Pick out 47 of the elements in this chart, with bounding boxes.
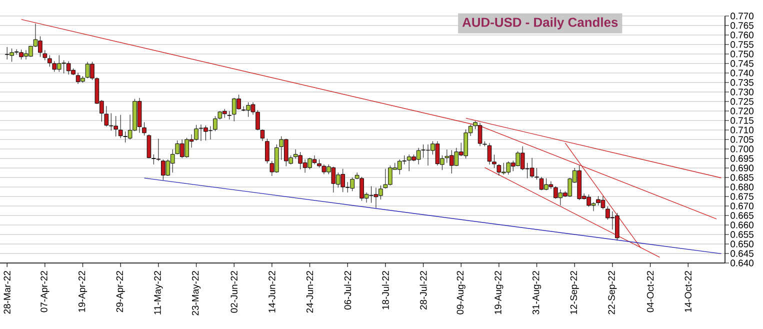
x-tick-label: 14-Oct-22 xyxy=(684,270,692,312)
y-tick-label: 0.765 xyxy=(730,22,754,29)
x-tick-label: 06-Jul-22 xyxy=(344,270,352,310)
x-tick-label: 07-Apr-22 xyxy=(40,270,50,312)
x-tick-label: 12-Sep-22 xyxy=(570,270,579,314)
x-tick-label: 19-Aug-22 xyxy=(494,270,504,314)
x-tick-label: 28-Mar-22 xyxy=(4,270,10,314)
y-tick-label: 0.675 xyxy=(730,193,754,200)
y-tick-label: 0.650 xyxy=(730,240,754,248)
x-tick-label: 29-Apr-22 xyxy=(116,270,125,312)
y-tick-label: 0.660 xyxy=(730,222,754,228)
y-tick-label: 0.770 xyxy=(730,12,754,20)
y-tick-label: 0.745 xyxy=(730,60,754,67)
x-tick-label: 14-Jun-22 xyxy=(268,270,276,312)
y-tick-label: 0.690 xyxy=(730,164,754,172)
y-tick-label: 0.705 xyxy=(730,136,754,143)
y-tick-label: 0.720 xyxy=(730,108,754,114)
y-tick-label: 0.755 xyxy=(730,41,754,48)
y-tick-label: 0.645 xyxy=(730,250,754,257)
x-tick-label: 04-Oct-22 xyxy=(646,270,654,312)
y-tick-label: 0.760 xyxy=(730,32,754,38)
y-tick-label: 0.665 xyxy=(730,212,754,219)
x-tick-label: 19-Apr-22 xyxy=(78,270,88,312)
x-tick-label: 31-Aug-22 xyxy=(532,270,542,314)
x-tick-label: 28-Jul-22 xyxy=(420,270,427,310)
y-tick-label: 0.680 xyxy=(730,184,754,190)
x-tick-label: 02-Jun-22 xyxy=(230,270,238,313)
y-tick-label: 0.740 xyxy=(730,70,754,76)
y-tick-label: 0.710 xyxy=(730,126,754,134)
y-tick-label: 0.730 xyxy=(730,88,754,96)
y-tick-label: 0.685 xyxy=(730,174,754,181)
y-tick-label: 0.750 xyxy=(730,50,754,58)
y-tick-label: 0.695 xyxy=(730,155,754,162)
x-tick-label: 09-Aug-22 xyxy=(456,270,466,314)
y-tick-label: 0.735 xyxy=(730,79,754,86)
y-tick-label: 0.670 xyxy=(730,202,754,210)
y-tick-label: 0.700 xyxy=(730,146,754,152)
x-tick-label: 11-May-22 xyxy=(154,270,163,314)
x-tick-label: 22-Sep-22 xyxy=(608,270,617,314)
x-tick-label: 24-Jun-22 xyxy=(306,270,314,313)
chart-title: AUD-USD - Daily Candles xyxy=(462,17,618,30)
y-tick-label: 0.640 xyxy=(730,260,754,266)
y-tick-label: 0.655 xyxy=(730,231,754,238)
x-tick-label: 18-Jul-22 xyxy=(382,270,389,310)
x-tick-label: 23-May-22 xyxy=(192,270,201,316)
y-tick-label: 0.725 xyxy=(730,98,754,105)
y-tick-label: 0.715 xyxy=(730,117,754,124)
